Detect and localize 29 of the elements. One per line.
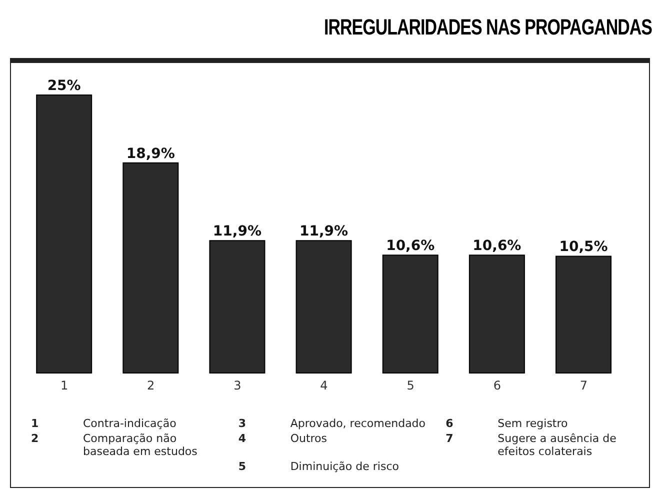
data-label: 10,5% xyxy=(559,239,608,256)
bar xyxy=(122,162,179,374)
text: 4 Outros xyxy=(238,432,328,445)
x-tick-label: 4 xyxy=(320,378,328,393)
data-label: 18,9% xyxy=(126,146,175,162)
data-label: 11,9% xyxy=(212,224,262,240)
data-label: 11,9% xyxy=(300,224,348,240)
x-tick-label: 7 xyxy=(580,378,588,393)
x-tick-label: 5 xyxy=(406,378,414,393)
x-tick-label: 1 xyxy=(60,378,68,393)
data-label: 25% xyxy=(47,78,81,94)
bar xyxy=(556,256,612,374)
text: 6 Sem registro xyxy=(446,417,568,430)
data-label: 10,6% xyxy=(472,238,522,254)
x-tick-label: 2 xyxy=(147,378,155,393)
bar xyxy=(36,94,92,374)
x-tick-label: 6 xyxy=(493,378,501,393)
x-tick-label: 3 xyxy=(234,378,242,393)
bar xyxy=(209,240,266,374)
bar xyxy=(382,254,438,374)
text: 1 Contra-indicação xyxy=(31,417,176,430)
text: 5 Diminuição de risco xyxy=(238,460,399,473)
data-label: 10,6% xyxy=(386,238,435,254)
bar xyxy=(296,240,352,374)
bar xyxy=(468,254,525,374)
text: 7 Sugere a ausência de efeitos colaterais xyxy=(446,432,616,458)
text: 2 Comparação não baseada em estudos xyxy=(31,432,198,458)
chart-title: IRREGULARIDADES NAS PROPAGANDAS xyxy=(323,14,653,42)
text: 3 Aprovado, recomendado xyxy=(238,417,426,430)
